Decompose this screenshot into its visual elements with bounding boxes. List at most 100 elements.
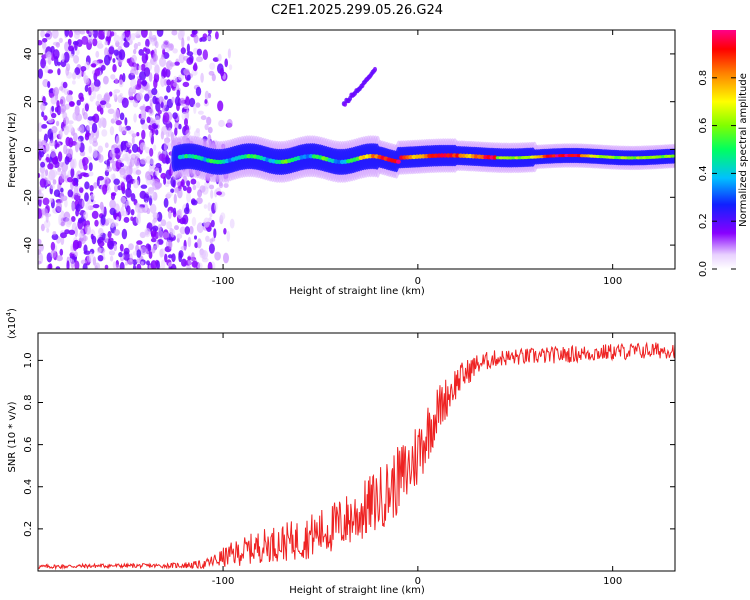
- noise-blob: [157, 224, 162, 232]
- noise-blob: [115, 135, 121, 147]
- noise-blob: [142, 104, 146, 111]
- noise-blob: [151, 219, 156, 227]
- noise-blob: [163, 197, 169, 208]
- noise-blob: [73, 132, 78, 142]
- noise-blob: [92, 38, 98, 47]
- noise-blob: [73, 54, 80, 64]
- noise-blob: [172, 48, 178, 54]
- noise-blob: [144, 93, 150, 102]
- noise-blob: [127, 259, 134, 266]
- noise-blob: [170, 228, 175, 238]
- noise-blob: [141, 123, 149, 130]
- noise-blob: [211, 73, 216, 82]
- noise-blob: [47, 163, 54, 170]
- noise-blob: [85, 224, 91, 235]
- noise-blob: [108, 250, 116, 256]
- noise-blob: [136, 263, 142, 269]
- noise-blob: [135, 214, 141, 225]
- noise-blob: [186, 43, 190, 54]
- noise-blob: [83, 163, 88, 171]
- noise-blob: [129, 157, 135, 168]
- noise-blob: [172, 82, 178, 88]
- noise-blob: [91, 235, 97, 245]
- noise-blob: [147, 244, 152, 252]
- noise-blob: [59, 96, 66, 107]
- noise-blob: [43, 115, 48, 121]
- noise-blob: [52, 88, 56, 94]
- noise-blob: [131, 33, 136, 41]
- noise-blob: [94, 68, 101, 77]
- noise-blob: [123, 247, 130, 255]
- noise-blob: [168, 210, 172, 220]
- noise-blob: [60, 217, 67, 224]
- noise-blob: [106, 30, 111, 37]
- noise-blob: [182, 214, 189, 225]
- noise-blob: [45, 212, 49, 223]
- spectrogram-xlabel: Height of straight line (km): [289, 286, 425, 297]
- noise-blob: [182, 185, 187, 191]
- noise-blob: [38, 68, 43, 79]
- noise-blob: [194, 235, 197, 240]
- noise-blob: [51, 105, 55, 112]
- noise-blob: [223, 252, 229, 264]
- noise-blob: [71, 216, 76, 222]
- noise-blob: [83, 111, 88, 120]
- noise-blob: [79, 96, 85, 102]
- noise-blob: [112, 58, 116, 63]
- noise-blob: [103, 92, 111, 102]
- noise-blob: [157, 230, 164, 239]
- noise-blob: [42, 41, 46, 51]
- noise-blob: [57, 151, 63, 162]
- noise-blob: [45, 143, 50, 152]
- noise-blob: [55, 42, 60, 48]
- noise-blob: [97, 145, 104, 153]
- noise-blob: [207, 35, 211, 41]
- noise-blob: [139, 190, 147, 199]
- noise-blob: [210, 189, 214, 199]
- noise-blob: [133, 62, 138, 71]
- noise-blob: [51, 126, 58, 134]
- noise-blob: [76, 39, 83, 47]
- noise-blob: [60, 59, 67, 68]
- noise-blob: [130, 193, 136, 202]
- noise-blob: [125, 174, 133, 184]
- noise-blob: [135, 69, 139, 76]
- noise-blob: [160, 219, 167, 227]
- noise-blob: [145, 38, 150, 48]
- noise-blob: [104, 264, 109, 269]
- noise-blob: [108, 46, 115, 55]
- noise-blob: [92, 256, 97, 266]
- noise-blob: [229, 218, 235, 229]
- noise-blob: [115, 120, 122, 126]
- noise-blob: [125, 142, 132, 148]
- noise-blob: [155, 240, 160, 248]
- noise-blob: [173, 207, 177, 215]
- noise-blob: [163, 176, 167, 185]
- noise-blob: [216, 191, 223, 196]
- figure-title: C2E1.2025.299.05.26.G24: [271, 3, 443, 18]
- x-tick-label: 0: [415, 576, 421, 587]
- noise-blob: [174, 61, 180, 66]
- noise-blob: [146, 116, 151, 124]
- noise-blob: [58, 37, 63, 44]
- noise-blob: [52, 231, 57, 236]
- noise-blob: [39, 178, 47, 188]
- x-tick-label: -100: [212, 276, 235, 287]
- noise-blob: [121, 210, 128, 217]
- noise-blob: [150, 203, 157, 214]
- noise-blob: [105, 233, 109, 244]
- noise-blob: [185, 202, 190, 212]
- noise-blob: [91, 122, 98, 134]
- noise-blob: [105, 166, 113, 173]
- noise-blob: [41, 111, 45, 118]
- noise-blob: [38, 260, 42, 265]
- noise-blob: [136, 258, 141, 263]
- noise-blob: [166, 79, 171, 86]
- noise-blob: [66, 260, 70, 269]
- noise-blob: [64, 198, 68, 208]
- noise-blob: [173, 193, 177, 204]
- x-tick-label: -100: [212, 576, 235, 587]
- noise-blob: [153, 61, 158, 67]
- noise-blob: [114, 77, 118, 85]
- noise-blob: [121, 32, 126, 39]
